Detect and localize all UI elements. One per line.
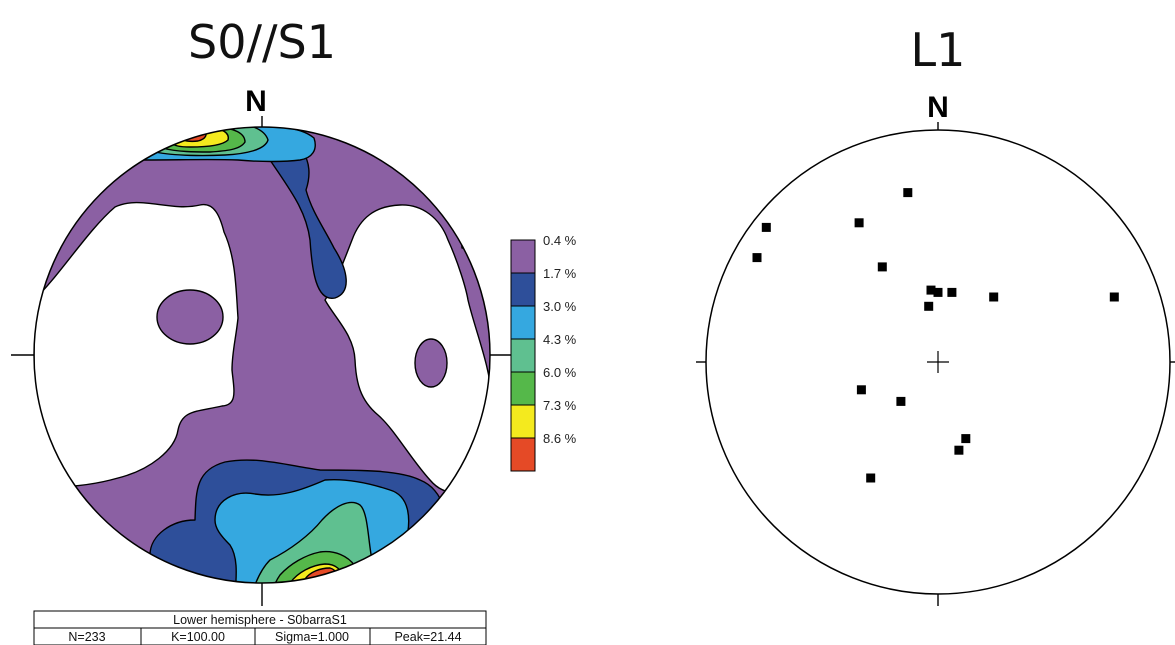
legend-swatch bbox=[510, 272, 536, 307]
lineation-point bbox=[926, 285, 936, 295]
lineation-point bbox=[854, 218, 864, 228]
left-panel: S0//S1 N bbox=[11, 15, 577, 645]
lineation-point bbox=[877, 262, 887, 272]
legend-label: 8.6 % bbox=[543, 431, 577, 446]
legend-swatch bbox=[510, 371, 536, 406]
lineation-point bbox=[933, 287, 943, 297]
legend-swatch bbox=[510, 338, 536, 373]
lineation-point bbox=[866, 473, 876, 483]
lineation-point bbox=[961, 434, 971, 444]
lineation-point bbox=[896, 396, 906, 406]
low-density-hole bbox=[324, 204, 490, 494]
lineation-point bbox=[947, 287, 957, 297]
stats-peak: Peak=21.44 bbox=[394, 630, 461, 644]
legend-label: 7.3 % bbox=[543, 398, 577, 413]
left-north-label: N bbox=[245, 85, 267, 118]
contour-island bbox=[156, 289, 224, 345]
stats-sigma: Sigma=1.000 bbox=[275, 630, 349, 644]
stats-table: Lower hemisphere - S0barraS1 N=233 K=100… bbox=[33, 610, 487, 645]
contour-level-7 bbox=[179, 130, 207, 143]
lineation-point bbox=[924, 301, 934, 311]
legend-label: 0.4 % bbox=[543, 233, 577, 248]
low-density-hole bbox=[34, 201, 239, 488]
right-panel: L1 N bbox=[696, 23, 1175, 606]
legend-label: 3.0 % bbox=[543, 299, 577, 314]
edge-sliver bbox=[34, 424, 42, 479]
legend-swatch bbox=[510, 239, 536, 274]
stats-n: N=233 bbox=[68, 630, 105, 644]
lineation-point bbox=[954, 445, 964, 455]
lineation-point bbox=[761, 222, 771, 232]
center-cross bbox=[927, 351, 949, 373]
lineation-point bbox=[856, 385, 866, 395]
contour-level-2 bbox=[269, 136, 347, 299]
legend-swatch bbox=[510, 404, 536, 439]
legend-label: 6.0 % bbox=[543, 365, 577, 380]
right-north-label: N bbox=[927, 91, 949, 124]
lineation-point bbox=[752, 253, 762, 263]
contour-island bbox=[414, 338, 448, 388]
left-title: S0//S1 bbox=[188, 15, 336, 69]
stats-header: Lower hemisphere - S0barraS1 bbox=[173, 613, 347, 627]
density-legend: 0.4 % 1.7 % 3.0 % 4.3 % 6.0 % 7.3 % 8.6 % bbox=[510, 233, 577, 472]
contour-map bbox=[34, 127, 490, 583]
legend-label: 4.3 % bbox=[543, 332, 577, 347]
lineation-points bbox=[752, 188, 1119, 483]
legend-label: 1.7 % bbox=[543, 266, 577, 281]
right-title: L1 bbox=[911, 23, 966, 77]
legend-swatch bbox=[510, 437, 536, 472]
lineation-point bbox=[903, 188, 913, 198]
lineation-point bbox=[989, 292, 999, 302]
stats-k: K=100.00 bbox=[171, 630, 225, 644]
lineation-point bbox=[1109, 292, 1119, 302]
legend-swatch bbox=[510, 305, 536, 340]
